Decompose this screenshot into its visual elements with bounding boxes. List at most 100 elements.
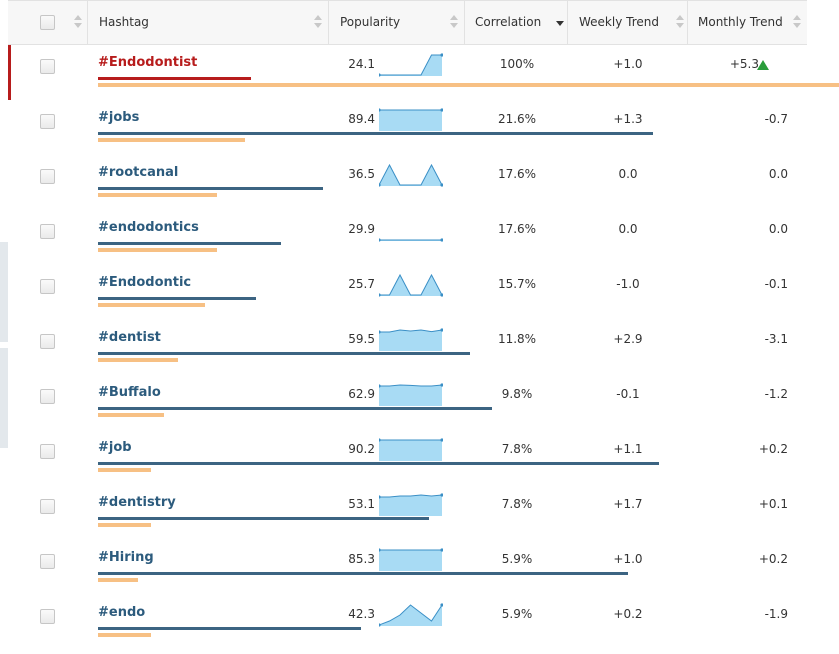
correlation-bar <box>98 468 151 472</box>
popularity-sparkline <box>379 383 443 406</box>
correlation-bar <box>98 358 178 362</box>
popularity-bar <box>98 297 256 300</box>
popularity-bar <box>98 77 251 80</box>
column-correlation[interactable]: Correlation <box>465 1 568 44</box>
column-correlation-label: Correlation <box>475 15 542 29</box>
correlation-bar <box>98 303 205 307</box>
popularity-bar <box>98 517 429 520</box>
row-checkbox[interactable] <box>40 224 55 239</box>
popularity-bar <box>98 407 492 410</box>
table-row[interactable]: #dentist 59.5 11.8% +2.9 -3.1 <box>8 320 807 375</box>
correlation-value: 7.8% <box>501 442 533 456</box>
hashtag-link[interactable]: #rootcanal <box>98 165 179 180</box>
row-checkbox[interactable] <box>40 444 55 459</box>
row-checkbox[interactable] <box>40 389 55 404</box>
table-row[interactable]: #jobs 89.4 21.6% +1.3 -0.7 <box>8 100 807 155</box>
sparkline-point <box>440 438 443 442</box>
row-checkbox[interactable] <box>40 554 55 569</box>
row-checkbox[interactable] <box>40 609 55 624</box>
correlation-bar <box>98 633 151 637</box>
sparkline-line <box>379 604 443 626</box>
table-row[interactable]: #endodontics 29.9 17.6% 0.0 0.0 <box>8 210 807 265</box>
table-row[interactable]: #Hiring 85.3 5.9% +1.0 +0.2 <box>8 540 807 595</box>
sparkline-area <box>379 440 442 461</box>
sparkline-point <box>379 548 381 552</box>
sparkline-line <box>379 163 443 186</box>
sparkline-area <box>379 110 442 131</box>
popularity-sparkline <box>379 53 443 77</box>
weekly-trend-value: 0.0 <box>618 222 638 236</box>
sparkline-point <box>440 603 443 607</box>
hashtag-link[interactable]: #jobs <box>98 110 140 125</box>
sort-icon[interactable] <box>74 15 82 29</box>
column-monthly-trend[interactable]: Monthly Trend <box>688 1 807 44</box>
hashtag-link[interactable]: #Buffalo <box>98 385 161 400</box>
table-row[interactable]: #Endodontist 24.1 100% +1.0 +5.3 <box>8 45 839 100</box>
sort-desc-icon[interactable] <box>556 21 564 26</box>
popularity-sparkline <box>379 438 443 461</box>
row-checkbox[interactable] <box>40 334 55 349</box>
sparkline-point <box>379 238 381 242</box>
sort-icon[interactable] <box>793 15 801 29</box>
column-hashtag[interactable]: Hashtag <box>88 1 329 44</box>
column-weekly-label: Weekly Trend <box>579 15 659 29</box>
weekly-trend-value: 0.0 <box>618 167 638 181</box>
popularity-bar <box>98 242 281 245</box>
monthly-trend-value: 0.0 <box>768 222 788 236</box>
popularity-bar <box>98 462 659 465</box>
row-checkbox[interactable] <box>40 169 55 184</box>
sort-icon[interactable] <box>314 15 322 29</box>
table-row[interactable]: #dentistry 53.1 7.8% +1.7 +0.1 <box>8 485 807 540</box>
table-row[interactable]: #rootcanal 36.5 17.6% 0.0 0.0 <box>8 155 807 210</box>
monthly-trend-value: +0.2 <box>758 442 788 456</box>
sparkline-area <box>379 605 442 626</box>
popularity-value: 36.5 <box>348 167 375 181</box>
column-popularity[interactable]: Popularity <box>329 1 465 44</box>
sparkline-point <box>440 383 443 387</box>
row-checkbox[interactable] <box>40 499 55 514</box>
monthly-trend-value: -1.2 <box>764 387 788 401</box>
sparkline-point <box>379 330 381 334</box>
row-checkbox[interactable] <box>40 114 55 129</box>
sparkline-line <box>379 494 443 498</box>
hashtag-link[interactable]: #dentist <box>98 330 161 345</box>
weekly-trend-value: +1.3 <box>613 112 643 126</box>
row-checkbox[interactable] <box>40 59 55 74</box>
popularity-bar <box>98 627 361 630</box>
sparkline-point <box>379 438 381 442</box>
table-row[interactable]: #endo 42.3 5.9% +0.2 -1.9 <box>8 595 807 650</box>
sparkline-point <box>440 493 443 497</box>
hashtag-link[interactable]: #Endodontic <box>98 275 192 290</box>
column-monthly-label: Monthly Trend <box>698 15 783 29</box>
column-weekly-trend[interactable]: Weekly Trend <box>568 1 688 44</box>
table-row[interactable]: #Buffalo 62.9 9.8% -0.1 -1.2 <box>8 375 807 430</box>
sort-icon[interactable] <box>676 15 684 29</box>
popularity-sparkline <box>379 328 443 351</box>
sparkline-point <box>379 183 381 187</box>
popularity-sparkline <box>379 493 443 516</box>
correlation-value: 21.6% <box>497 112 537 126</box>
sparkline-point <box>440 293 443 297</box>
hashtag-link[interactable]: #Endodontist <box>98 55 198 70</box>
column-hashtag-label: Hashtag <box>99 15 149 29</box>
popularity-value: 90.2 <box>348 442 375 456</box>
sparkline-area <box>379 550 442 571</box>
hashtag-link[interactable]: #Hiring <box>98 550 154 565</box>
monthly-trend-value: 0.0 <box>768 167 788 181</box>
table-body: #Endodontist 24.1 100% +1.0 +5.3 #jobs 89.4 21.… <box>8 45 839 650</box>
hashtag-link[interactable]: #dentistry <box>98 495 176 510</box>
popularity-value: 62.9 <box>348 387 375 401</box>
sparkline-point <box>379 623 381 627</box>
correlation-value: 17.6% <box>497 222 537 236</box>
select-all-checkbox[interactable] <box>40 15 55 30</box>
row-checkbox[interactable] <box>40 279 55 294</box>
hashtag-link[interactable]: #endodontics <box>98 220 199 235</box>
sort-icon[interactable] <box>450 15 458 29</box>
table-row[interactable]: #Endodontic 25.7 15.7% -1.0 -0.1 <box>8 265 807 320</box>
table-row[interactable]: #job 90.2 7.8% +1.1 +0.2 <box>8 430 807 485</box>
popularity-sparkline <box>379 548 443 571</box>
hashtag-link[interactable]: #endo <box>98 605 146 620</box>
sparkline-point <box>379 384 381 388</box>
correlation-value: 11.8% <box>497 332 537 346</box>
hashtag-link[interactable]: #job <box>98 440 132 455</box>
